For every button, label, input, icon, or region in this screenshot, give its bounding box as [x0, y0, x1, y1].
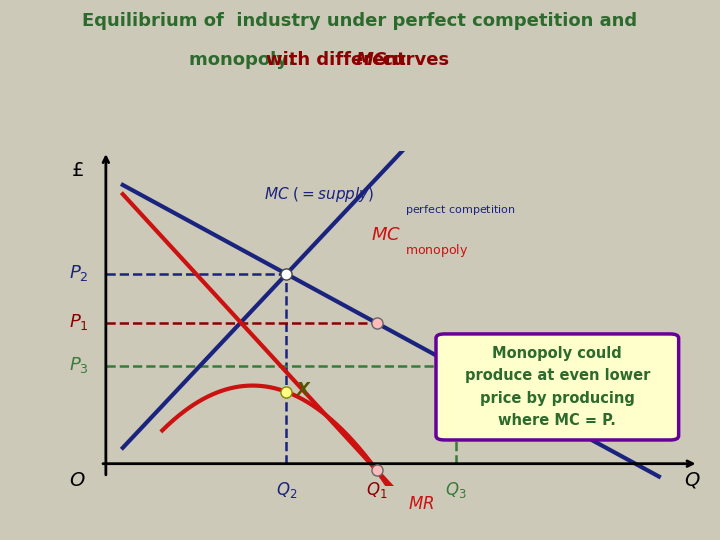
Text: $P_2$: $P_2$ [69, 262, 89, 282]
Text: $MR$: $MR$ [408, 495, 434, 513]
Text: $AR = D$: $AR = D$ [569, 408, 627, 426]
Text: with different: with different [266, 51, 413, 69]
FancyBboxPatch shape [436, 334, 679, 440]
Text: monopoly:: monopoly: [189, 51, 301, 69]
Text: $Q$: $Q$ [685, 470, 701, 490]
Text: $MC$: $MC$ [371, 226, 401, 245]
Text: X: X [297, 381, 310, 399]
Text: Monopoly could
produce at even lower
price by producing
where MC = P.: Monopoly could produce at even lower pri… [464, 346, 650, 428]
Text: $MC\ ( = supply)$: $MC\ ( = supply)$ [264, 185, 374, 204]
Text: $Q_1$: $Q_1$ [366, 481, 387, 501]
Text: $\mathrm{monopoly}$: $\mathrm{monopoly}$ [405, 242, 469, 259]
Text: $Q_2$: $Q_2$ [276, 481, 297, 501]
Text: Equilibrium of  industry under perfect competition and: Equilibrium of industry under perfect co… [82, 12, 638, 30]
Text: £: £ [71, 161, 84, 180]
Text: $\mathrm{perfect\ competition}$: $\mathrm{perfect\ competition}$ [405, 202, 516, 217]
Text: MC: MC [356, 51, 387, 69]
Text: $Q_3$: $Q_3$ [445, 481, 467, 501]
Text: $P_1$: $P_1$ [69, 312, 89, 332]
Text: $O$: $O$ [69, 471, 86, 490]
Text: $P_3$: $P_3$ [69, 355, 89, 375]
Text: curves: curves [376, 51, 449, 69]
